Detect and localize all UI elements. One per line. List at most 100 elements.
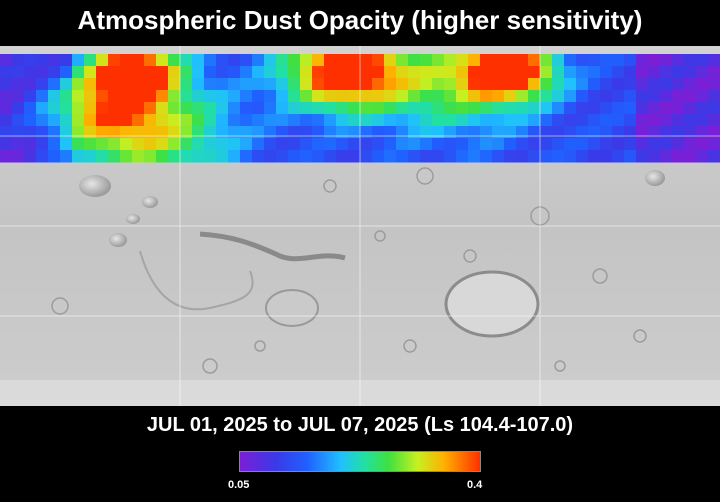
heatmap-cell (36, 78, 49, 91)
heatmap-cell (576, 126, 589, 139)
elysium-mons (645, 170, 665, 186)
heatmap-cell (372, 126, 385, 139)
heatmap-cell (252, 126, 265, 139)
heatmap-cell (708, 90, 720, 103)
heatmap-cell (624, 114, 637, 127)
dust-opacity-heatmap (0, 54, 720, 163)
heatmap-cell (444, 78, 457, 91)
heatmap-cell (504, 114, 517, 127)
heatmap-cell (564, 102, 577, 115)
heatmap-cell (600, 90, 613, 103)
heatmap-cell (660, 138, 673, 151)
heatmap-cell (180, 126, 193, 139)
heatmap-cell (348, 138, 361, 151)
heatmap-cell (360, 126, 373, 139)
heatmap-cell (372, 66, 385, 79)
heatmap-cell (276, 78, 289, 91)
heatmap-cell (216, 66, 229, 79)
heatmap-cell (420, 90, 433, 103)
heatmap-cell (252, 114, 265, 127)
heatmap-cell (432, 54, 445, 67)
heatmap-cell (552, 138, 565, 151)
heatmap-cell (408, 114, 421, 127)
heatmap-cell (264, 114, 277, 127)
heatmap-cell (84, 138, 97, 151)
heatmap-cell (552, 126, 565, 139)
heatmap-cell (276, 90, 289, 103)
heatmap-cell (588, 114, 601, 127)
heatmap-cell (468, 66, 481, 79)
heatmap-cell (384, 78, 397, 91)
heatmap-cell (372, 102, 385, 115)
mars-map-svg (0, 46, 720, 406)
heatmap-cell (636, 150, 649, 163)
heatmap-cell (300, 150, 313, 163)
heatmap-cell (120, 66, 133, 79)
tharsis-ridge (139, 250, 254, 311)
heatmap-cell (516, 54, 529, 67)
heatmap-cell (456, 114, 469, 127)
heatmap-cell (528, 114, 541, 127)
crater (633, 329, 647, 343)
heatmap-cell (408, 78, 421, 91)
heatmap-cell (624, 138, 637, 151)
heatmap-cell (348, 90, 361, 103)
heatmap-cell (396, 126, 409, 139)
heatmap-cell (300, 102, 313, 115)
heatmap-cell (456, 66, 469, 79)
heatmap-cell (300, 114, 313, 127)
heatmap-cell (636, 90, 649, 103)
heatmap-cell (588, 138, 601, 151)
heatmap-cell (372, 90, 385, 103)
heatmap-cell (36, 114, 49, 127)
heatmap-cell (168, 102, 181, 115)
heatmap-cell (324, 54, 337, 67)
heatmap-cell (660, 114, 673, 127)
heatmap-cell (12, 150, 25, 163)
heatmap-cell (108, 66, 121, 79)
heatmap-cell (324, 78, 337, 91)
heatmap-cell (312, 126, 325, 139)
heatmap-cell (276, 66, 289, 79)
heatmap-cell (204, 66, 217, 79)
heatmap-cell (168, 78, 181, 91)
heatmap-cell (528, 126, 541, 139)
heatmap-cell (600, 150, 613, 163)
heatmap-cell (84, 150, 97, 163)
heatmap-cell (504, 54, 517, 67)
heatmap-cell (384, 66, 397, 79)
heatmap-cell (672, 102, 685, 115)
heatmap-cell (276, 138, 289, 151)
heatmap-cell (84, 54, 97, 67)
heatmap-cell (156, 126, 169, 139)
heatmap-cell (336, 138, 349, 151)
heatmap-cell (492, 126, 505, 139)
heatmap-cell (456, 126, 469, 139)
heatmap-cell (60, 78, 73, 91)
heatmap-cell (444, 90, 457, 103)
heatmap-cell (492, 150, 505, 163)
heatmap-cell (480, 54, 493, 67)
heatmap-cell (96, 150, 109, 163)
heatmap-cell (696, 102, 709, 115)
heatmap-cell (564, 90, 577, 103)
heatmap-cell (552, 114, 565, 127)
heatmap-cell (264, 102, 277, 115)
heatmap-cell (108, 102, 121, 115)
heatmap-cell (120, 90, 133, 103)
heatmap-cell (24, 138, 37, 151)
ascraeus-mons (142, 196, 158, 208)
heatmap-cell (0, 54, 13, 67)
volcanoes (79, 170, 665, 247)
heatmap-cell (696, 66, 709, 79)
heatmap-cell (204, 138, 217, 151)
heatmap-cell (204, 102, 217, 115)
heatmap-cell (636, 138, 649, 151)
heatmap-cell (576, 150, 589, 163)
craters (51, 167, 647, 374)
heatmap-cell (612, 150, 625, 163)
heatmap-cell (540, 114, 553, 127)
heatmap-cell (36, 66, 49, 79)
heatmap-cell (588, 102, 601, 115)
heatmap-cell (516, 102, 529, 115)
